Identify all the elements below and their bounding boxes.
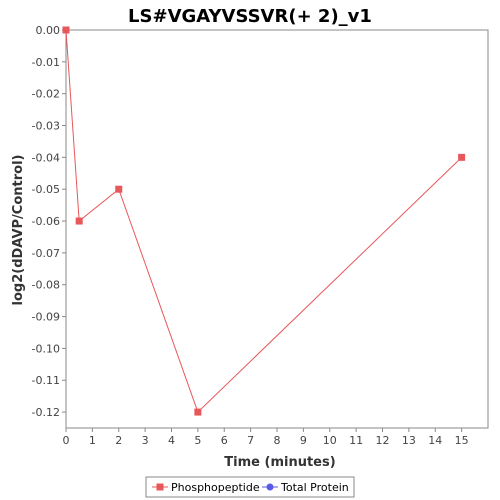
x-tick-label: 12 — [376, 434, 390, 447]
legend-marker-square — [156, 483, 164, 491]
data-point — [62, 26, 70, 34]
data-point — [115, 185, 123, 193]
y-axis-label: log2(dDAVP/Control) — [11, 155, 26, 306]
chart-title: LS#VGAYVSSVR(+ 2)_v1 — [128, 6, 372, 27]
y-tick-label: -0.09 — [32, 311, 60, 324]
legend-marker-circle — [266, 483, 274, 491]
legend-label: Total Protein — [280, 481, 349, 494]
x-axis-label: Time (minutes) — [224, 455, 335, 470]
x-tick-label: 0 — [63, 434, 70, 447]
legend-label: Phosphopeptide — [171, 481, 260, 494]
data-point — [75, 217, 83, 225]
y-tick-label: -0.07 — [32, 247, 60, 260]
y-tick-label: -0.01 — [32, 56, 60, 69]
y-tick-label: -0.11 — [32, 374, 60, 387]
x-tick-label: 1 — [89, 434, 96, 447]
x-tick-label: 10 — [323, 434, 337, 447]
y-tick-label: -0.08 — [32, 279, 60, 292]
series-layer — [62, 26, 466, 416]
x-tick-label: 13 — [402, 434, 416, 447]
x-tick-label: 7 — [247, 434, 254, 447]
legend-box — [145, 476, 355, 498]
y-axis: 0.00 -0.01 -0.02 -0.03 -0.04 -0.05 -0.06 -0.07 -… — [32, 24, 66, 419]
x-tick-label: 9 — [300, 434, 307, 447]
data-point — [194, 408, 202, 416]
y-tick-label: 0.00 — [36, 24, 61, 37]
x-tick-label: 15 — [455, 434, 469, 447]
y-tick-label: -0.04 — [32, 151, 60, 164]
x-tick-label: 8 — [274, 434, 281, 447]
y-tick-label: -0.03 — [32, 120, 60, 133]
data-point — [458, 153, 466, 161]
y-tick-label: -0.10 — [32, 342, 60, 355]
y-tick-label: -0.12 — [32, 406, 60, 419]
x-tick-label: 14 — [428, 434, 442, 447]
x-tick-label: 6 — [221, 434, 228, 447]
legend: Phosphopeptide Total Protein — [145, 476, 355, 498]
x-tick-label: 11 — [349, 434, 363, 447]
y-tick-label: -0.02 — [32, 88, 60, 101]
x-tick-label: 5 — [194, 434, 201, 447]
x-tick-label: 3 — [142, 434, 149, 447]
x-axis: 0 1 2 3 4 5 6 7 8 9 10 11 12 13 14 15 — [63, 428, 469, 447]
y-tick-label: -0.05 — [32, 183, 60, 196]
x-tick-label: 4 — [168, 434, 175, 447]
y-tick-label: -0.06 — [32, 215, 60, 228]
x-tick-label: 2 — [115, 434, 122, 447]
plot-area — [65, 29, 489, 429]
